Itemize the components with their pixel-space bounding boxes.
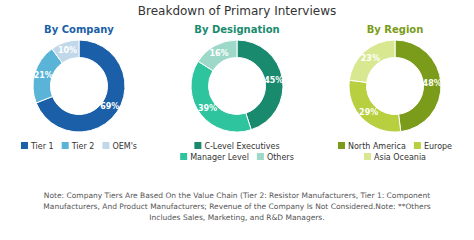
legend-label: Asia Oceania (374, 153, 426, 162)
data-label: 29% (359, 108, 378, 117)
data-labels: 45% 39% 16% (198, 49, 283, 113)
slices (33, 40, 125, 132)
legend-label: Tier 1 (30, 142, 54, 151)
slice (349, 40, 395, 82)
legend-item: Europe (414, 142, 452, 151)
legend-item: Tier 1 (21, 142, 54, 151)
data-label: 39% (198, 104, 217, 113)
note: Note: Company Tiers Are Based On the Val… (43, 191, 430, 222)
data-label: 23% (361, 54, 380, 63)
legend-item: Others (257, 153, 294, 162)
legend: C-Level Executives Manager Level Others (180, 142, 294, 162)
slice (52, 40, 79, 63)
data-label: 45% (264, 76, 283, 85)
legend-item: Asia Oceania (364, 153, 426, 162)
data-label: 10% (58, 46, 77, 55)
legend-label: OEM's (112, 142, 137, 151)
slices (349, 40, 441, 132)
legend-item: OEM's (102, 142, 137, 151)
slice (198, 40, 237, 71)
legend: Tier 1 Tier 2 OEM's (21, 142, 137, 151)
legend-swatch (180, 153, 187, 160)
legend-label: Europe (424, 142, 452, 151)
legend-label: Manager Level (190, 153, 249, 162)
chart-title: By Region (367, 24, 424, 35)
legend: North America Europe Asia Oceania (338, 142, 452, 162)
data-label: 21% (34, 71, 53, 80)
figure-title: Breakdown of Primary Interviews (138, 4, 336, 18)
legend-item: North America (338, 142, 406, 151)
chart-title: By Company (44, 24, 114, 35)
legend-swatch (62, 142, 69, 149)
legend-label: Tier 2 (71, 142, 95, 151)
legend-swatch (364, 153, 371, 160)
chart-title: By Designation (194, 24, 279, 35)
slice (395, 40, 441, 132)
legend-item: C-Level Executives (194, 142, 279, 151)
legend-label: North America (348, 142, 406, 151)
legend-swatch (414, 142, 421, 149)
slice (349, 80, 401, 132)
data-label: 69% (100, 102, 119, 111)
legend-item: Manager Level (180, 153, 249, 162)
note-line: Manufacturers, And Product Manufacturers… (43, 202, 430, 211)
data-label: 16% (209, 49, 228, 58)
data-labels: 48% 29% 23% (359, 54, 442, 117)
legend-label: C-Level Executives (204, 142, 279, 151)
legend-swatch (21, 142, 28, 149)
data-labels: 69% 21% 10% (34, 46, 120, 111)
slice (191, 61, 251, 132)
figure: Breakdown of Primary InterviewsBy Compan… (0, 0, 474, 240)
legend-swatch (257, 153, 264, 160)
data-label: 48% (423, 79, 442, 88)
donut-chart: By Company 69% 21% 10% Tier 1 Tier 2 OEM's (21, 24, 137, 151)
note-line: Note: Company Tiers Are Based On the Val… (44, 191, 430, 200)
legend-swatch (102, 142, 109, 149)
legend-label: Others (267, 153, 294, 162)
donut-chart: By Designation 45% 39% 16% C-Level Executive… (180, 24, 294, 162)
slices (191, 40, 283, 132)
donut-chart: By Region 48% 29% 23% North America Europe Asi… (338, 24, 452, 162)
legend-swatch (338, 142, 345, 149)
legend-item: Tier 2 (62, 142, 95, 151)
legend-swatch (194, 142, 201, 149)
note-line: Includes Sales, Marketing, and R&D Manag… (149, 213, 324, 222)
